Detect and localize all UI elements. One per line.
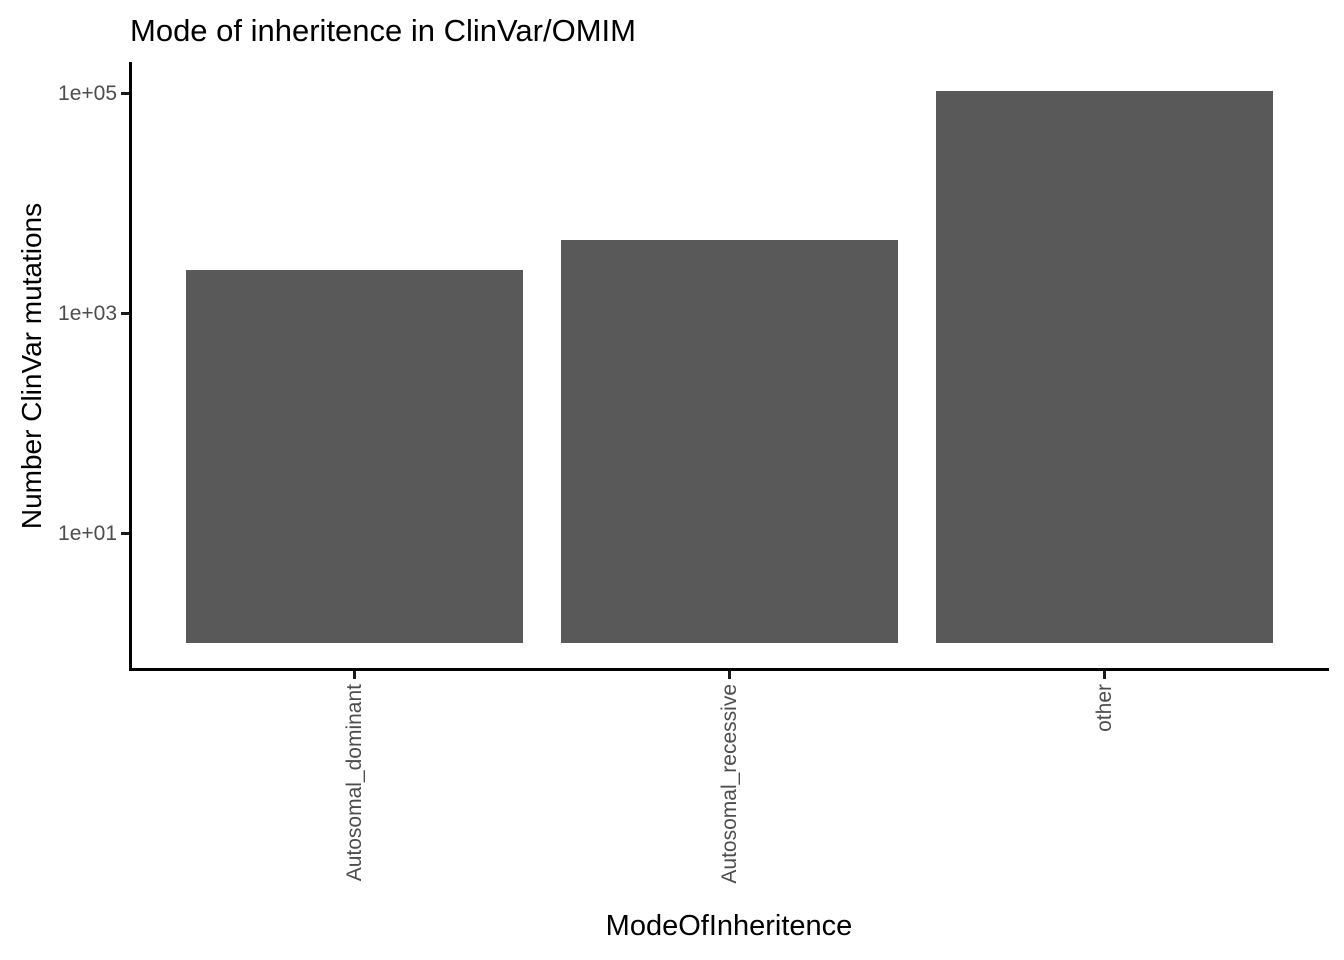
x-tick-mark (353, 671, 357, 679)
y-axis-line (129, 62, 132, 671)
y-tick-label-1e+01: 1e+01 (58, 521, 117, 545)
x-tick-label-other: other (1092, 684, 1116, 732)
bar-autosomal_recessive (561, 240, 899, 643)
bar-autosomal_dominant (186, 269, 524, 643)
bar-other (935, 91, 1273, 643)
x-tick-mark (728, 671, 732, 679)
chart-title: Mode of inheritence in ClinVar/OMIM (130, 13, 636, 48)
x-axis-line (129, 668, 1329, 671)
y-tick-label-1e+05: 1e+05 (58, 81, 117, 105)
x-tick-label-autosomal_dominant: Autosomal_dominant (343, 684, 367, 882)
y-tick-mark (121, 91, 129, 95)
x-tick-mark (1102, 671, 1106, 679)
x-axis-title: ModeOfInheritence (605, 910, 853, 942)
y-tick-mark (121, 311, 129, 315)
x-tick-label-autosomal_recessive: Autosomal_recessive (718, 684, 742, 884)
y-axis-title: Number ClinVar mutations (16, 202, 47, 530)
y-tick-label-1e+03: 1e+03 (58, 301, 117, 325)
y-tick-mark (121, 531, 129, 535)
